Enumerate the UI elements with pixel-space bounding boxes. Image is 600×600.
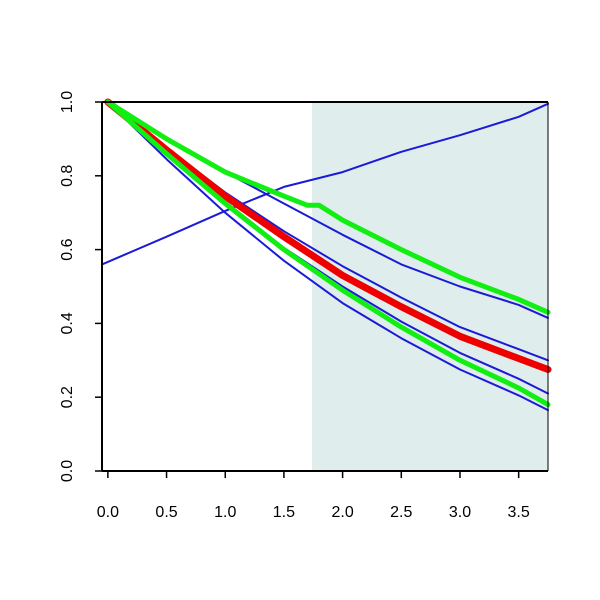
series-line-6 — [104, 98, 552, 373]
series-line-5 — [106, 101, 549, 412]
series-line-8 — [105, 99, 551, 408]
series-layer — [101, 98, 552, 412]
x-tick-label: 0.0 — [97, 504, 119, 521]
y-tick-label: 0.0 — [59, 460, 76, 482]
x-tick-label: 2.5 — [390, 504, 412, 521]
x-tick-label: 3.5 — [508, 504, 530, 521]
y-tick-label: 1.0 — [59, 91, 76, 113]
series-line-1 — [101, 102, 549, 266]
x-tick-label: 1.5 — [273, 504, 295, 521]
x-tick-label: 3.0 — [449, 504, 471, 521]
x-tick-label: 0.5 — [155, 504, 177, 521]
y-tick-label: 0.2 — [59, 386, 76, 408]
y-tick-label: 0.8 — [59, 165, 76, 187]
series-line-7 — [105, 99, 551, 315]
y-tick-label: 0.6 — [59, 238, 76, 260]
shaded-region-layer — [312, 102, 548, 471]
shaded-region — [312, 102, 548, 471]
x-tick-label: 1.0 — [214, 504, 236, 521]
axis-layer: 0.0 0.5 1.0 1.5 2.0 2.5 3.0 3.5 0.0 0.2 0.4 0.6 0.8 1… — [59, 91, 549, 521]
x-tick-label: 2.0 — [331, 504, 353, 521]
y-tick-label: 0.4 — [59, 312, 76, 334]
